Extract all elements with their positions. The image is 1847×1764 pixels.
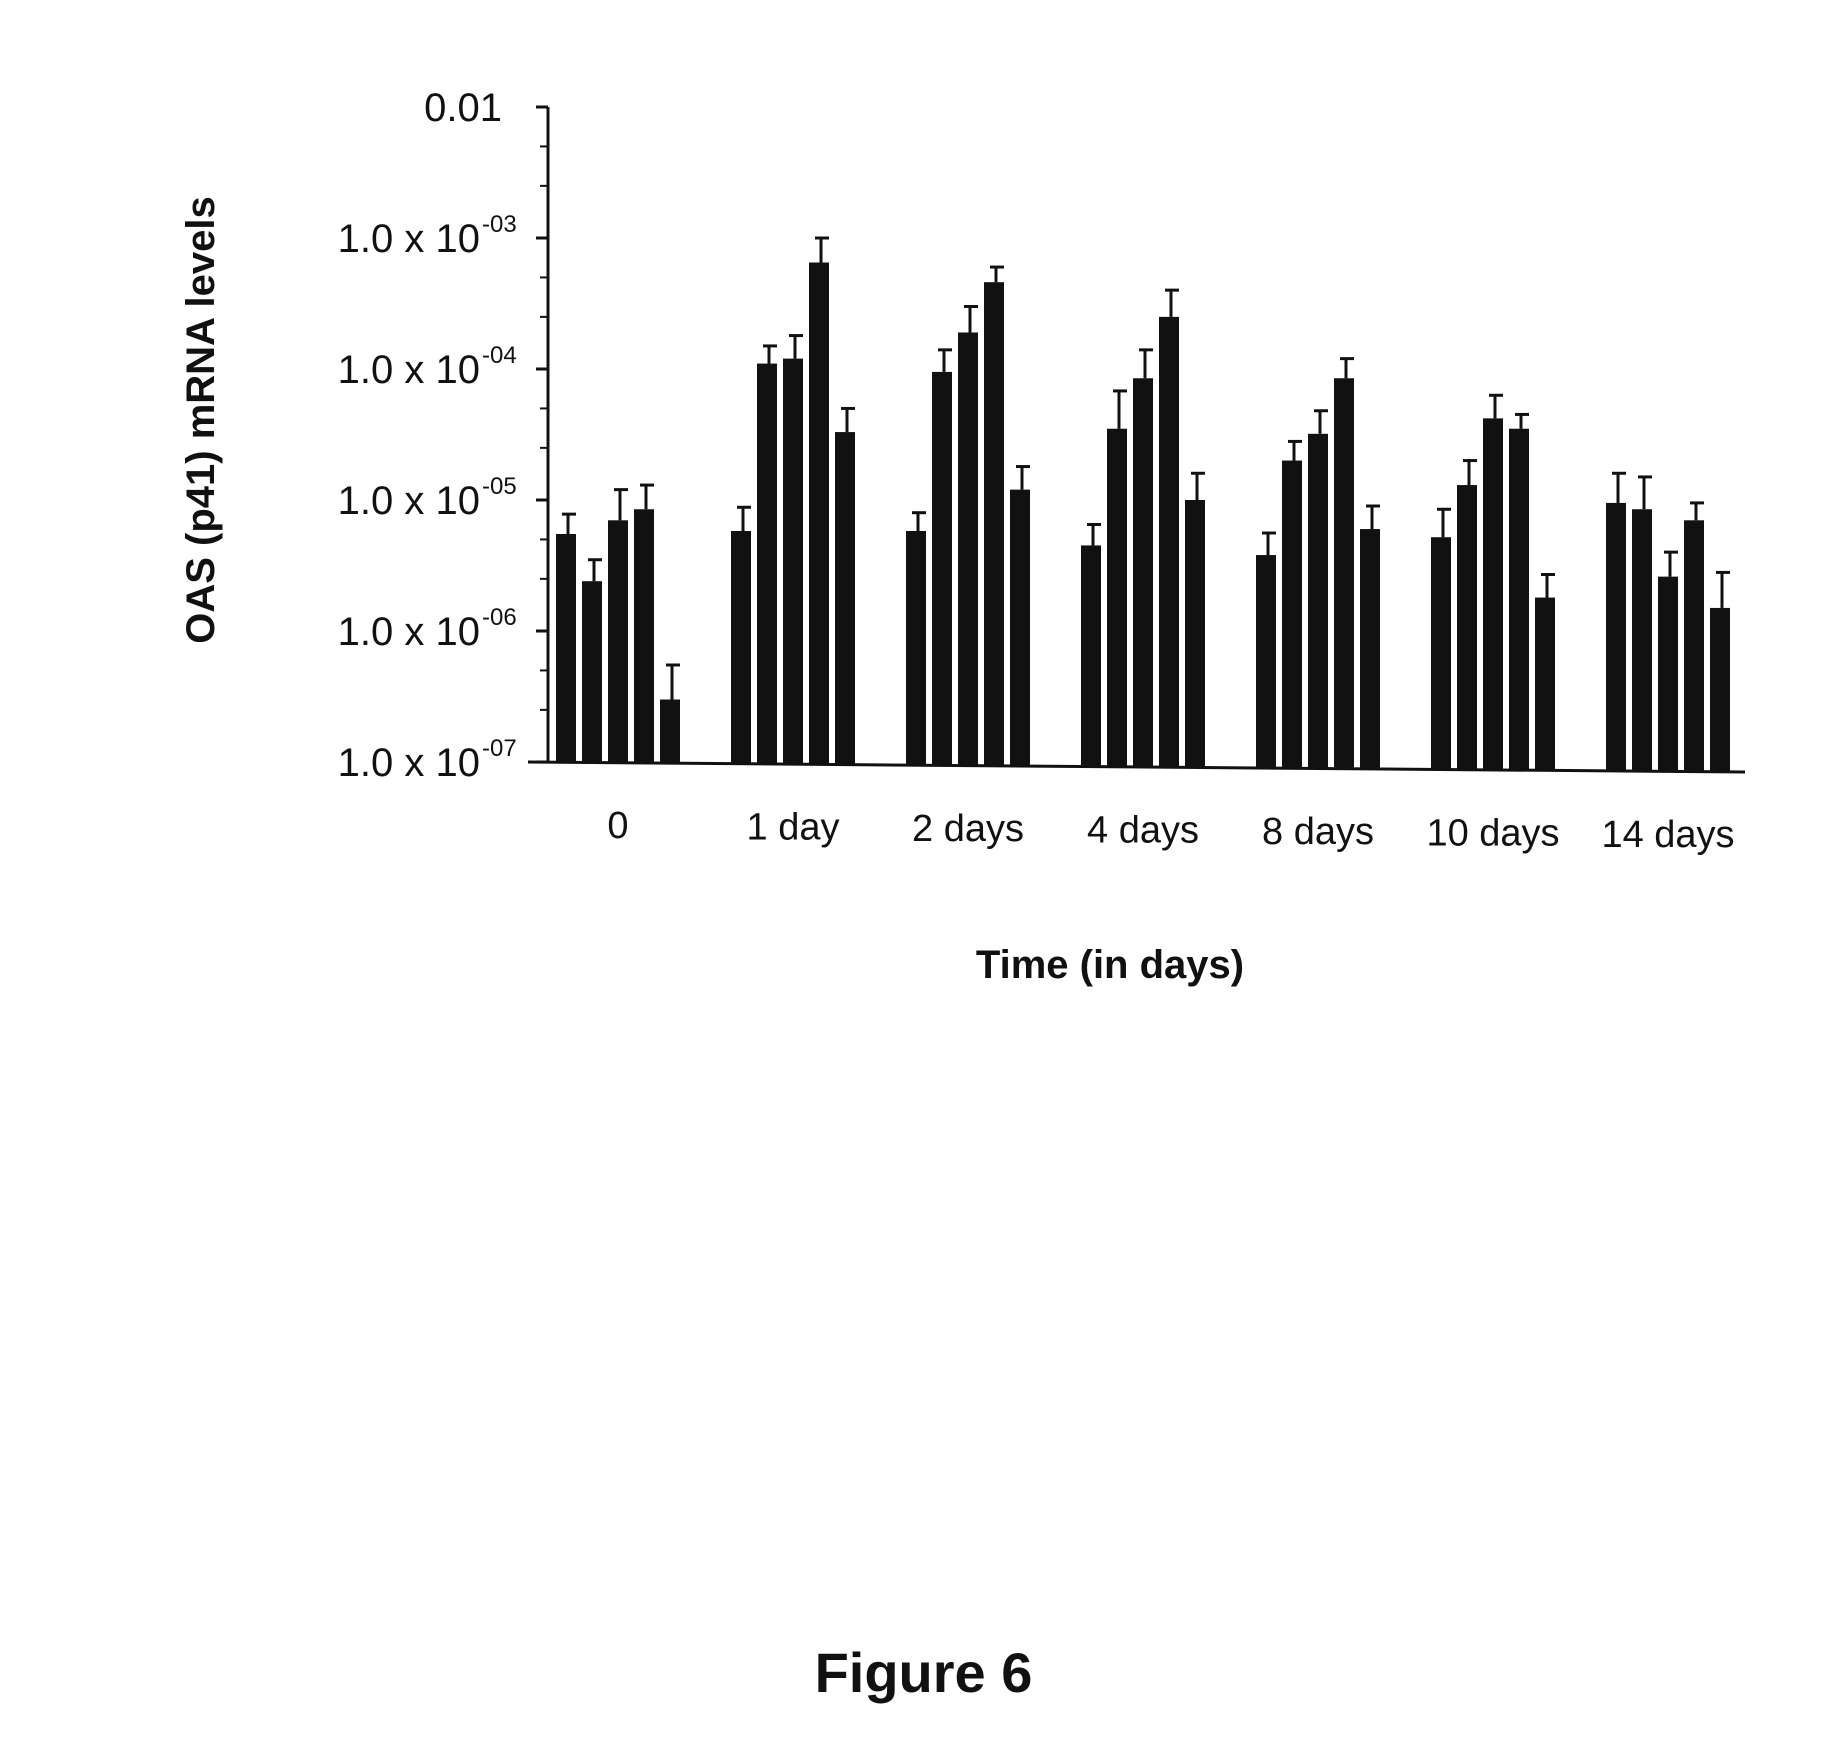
bar	[1606, 503, 1626, 771]
y-tick-exponent: -04	[482, 342, 517, 369]
bar	[582, 581, 602, 762]
x-tick-label: 1 day	[747, 807, 840, 849]
bars	[556, 238, 1730, 772]
bar	[1483, 418, 1503, 770]
bar	[1133, 378, 1153, 767]
bar	[809, 263, 829, 765]
bar	[1159, 317, 1179, 767]
bar	[1509, 429, 1529, 770]
y-tick-label: 1.0 x 10	[338, 610, 480, 654]
bar	[1010, 490, 1030, 766]
bar	[1256, 555, 1276, 768]
x-tick-label: 0	[607, 805, 628, 847]
bar	[1632, 509, 1652, 771]
bar	[906, 531, 926, 765]
figure-caption: Figure 6	[0, 1640, 1847, 1705]
y-tick-label: 1.0 x 10	[338, 217, 480, 261]
bar	[1185, 500, 1205, 767]
y-axis-title: OAS (p41) mRNA levels	[179, 196, 223, 644]
x-tick-label: 10 days	[1426, 813, 1559, 855]
x-tick-label: 8 days	[1262, 811, 1374, 853]
y-tick-label: 0.01	[424, 86, 502, 130]
bar	[1457, 485, 1477, 770]
y-tick-label: 1.0 x 10	[338, 479, 480, 523]
bar	[835, 432, 855, 765]
bar	[783, 359, 803, 765]
x-tick-label: 14 days	[1601, 814, 1734, 856]
y-axis: 1.0 x 10-071.0 x 10-061.0 x 10-051.0 x 1…	[338, 86, 548, 785]
x-tick-label: 4 days	[1087, 810, 1199, 852]
bar	[757, 364, 777, 764]
bar	[660, 699, 680, 763]
bar	[1282, 461, 1302, 769]
y-tick-exponent: -03	[482, 211, 517, 238]
bar	[1684, 520, 1704, 771]
bar	[1360, 529, 1380, 769]
bar	[608, 520, 628, 762]
bar	[556, 534, 576, 762]
y-tick-label: 1.0 x 10	[338, 348, 480, 392]
y-tick-label: 1.0 x 10	[338, 741, 480, 785]
x-axis-title: Time (in days)	[976, 943, 1244, 987]
y-tick-exponent: -06	[482, 604, 517, 631]
bar	[1658, 577, 1678, 772]
bar	[634, 509, 654, 763]
bar	[1710, 608, 1730, 772]
bar	[1081, 545, 1101, 766]
bar	[932, 372, 952, 765]
bar	[1107, 429, 1127, 767]
x-tick-label: 2 days	[912, 808, 1024, 850]
bar	[984, 282, 1004, 766]
bar	[1334, 378, 1354, 768]
bar	[1535, 598, 1555, 771]
x-tick-labels: 0 1 day 2 days 4 days 8 days 10 days 14 days	[607, 805, 1734, 856]
bar	[1308, 434, 1328, 769]
bar	[958, 332, 978, 765]
y-tick-exponent: -07	[482, 735, 517, 762]
y-tick-exponent: -05	[482, 473, 517, 500]
bar	[731, 531, 751, 764]
bar	[1431, 537, 1451, 769]
